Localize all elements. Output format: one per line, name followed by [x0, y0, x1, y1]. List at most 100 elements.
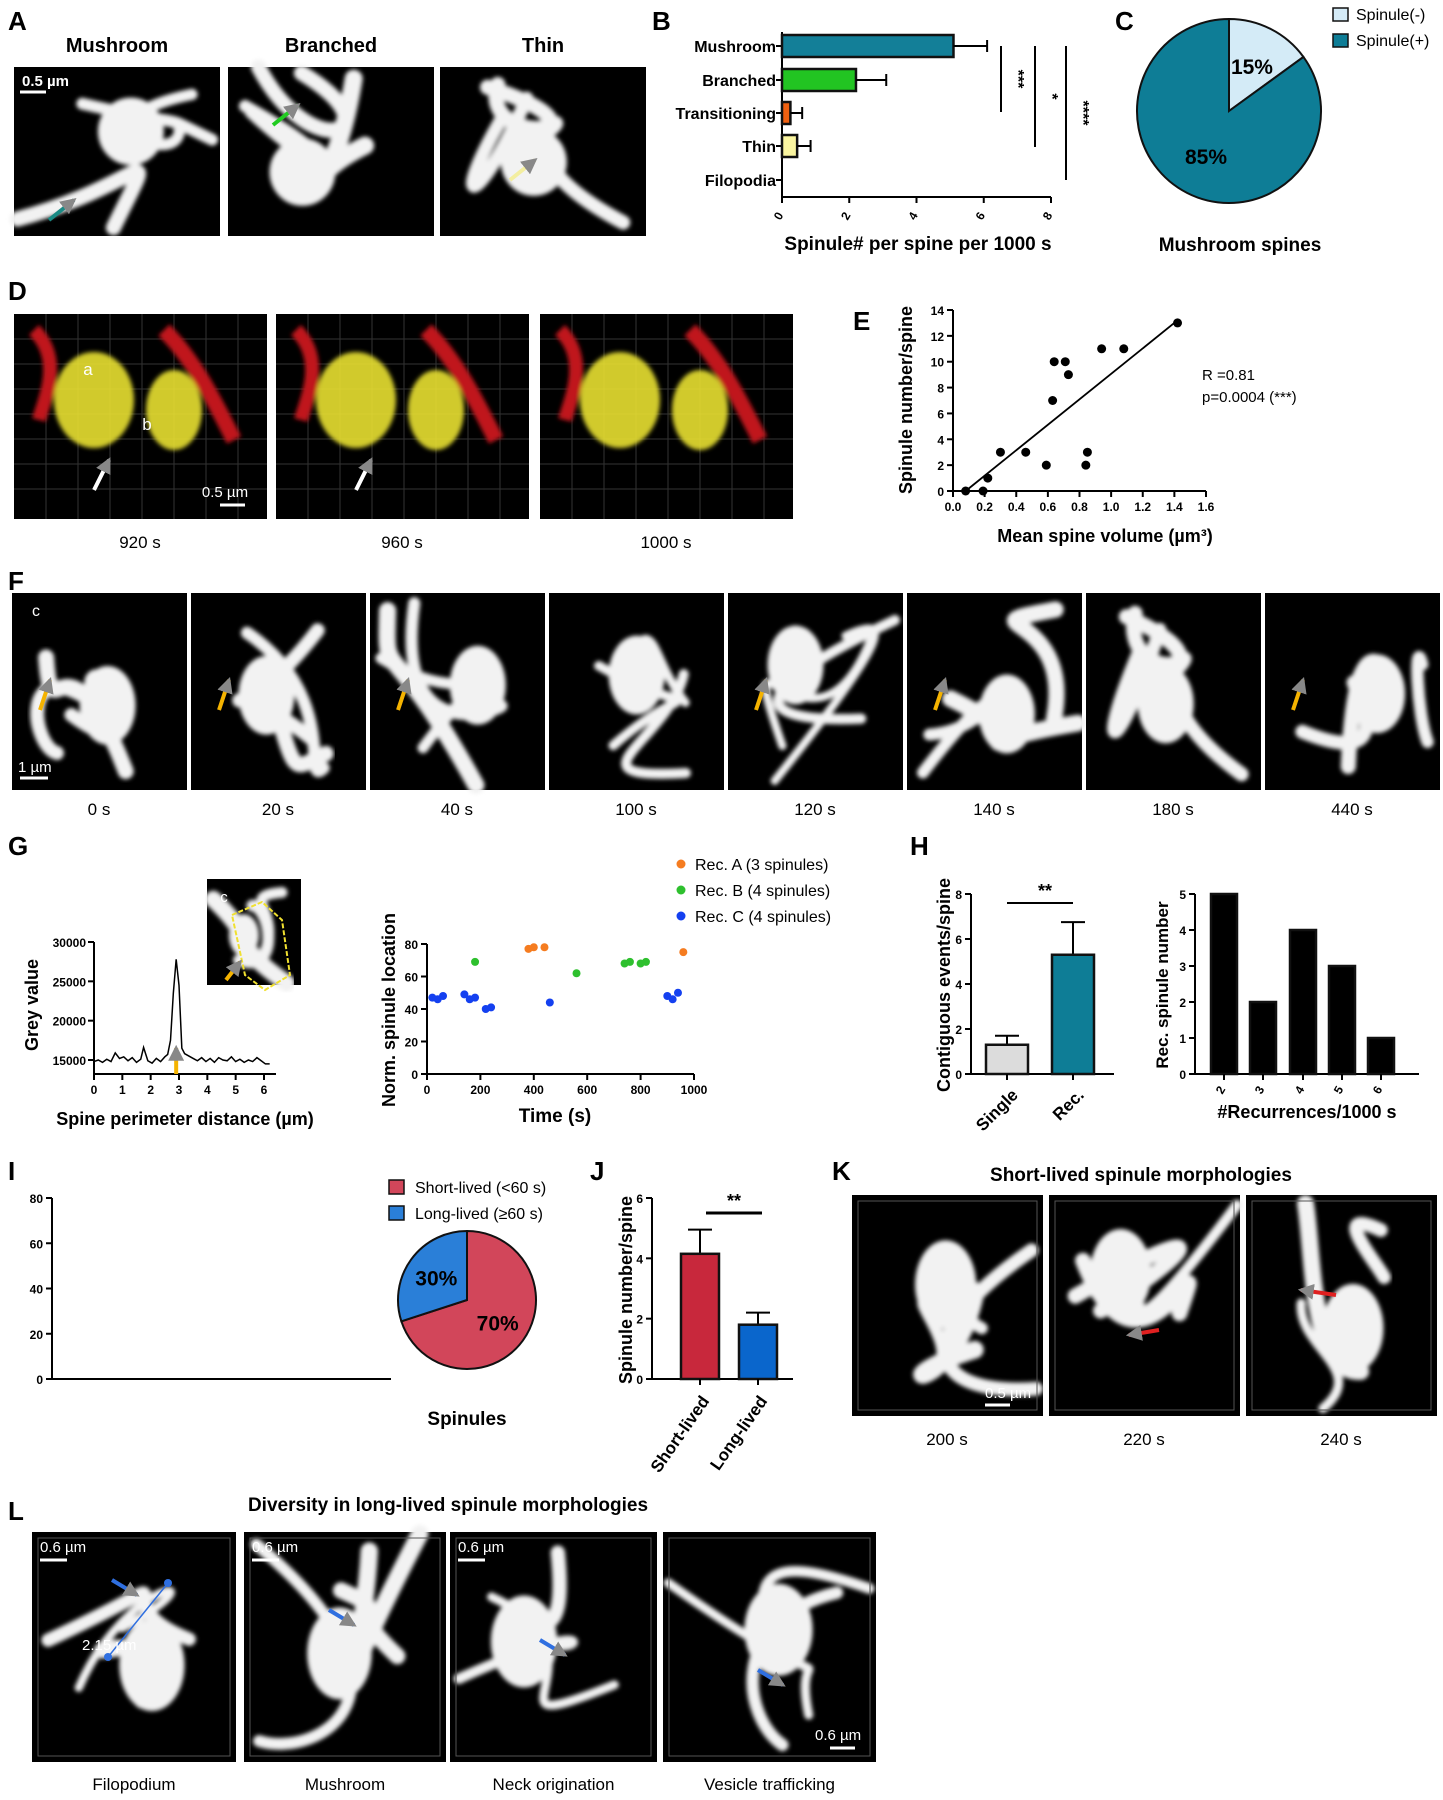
y-tick-label: 20 — [405, 1036, 419, 1050]
time-label: 0 s — [88, 800, 111, 819]
panel-title: Short-lived spinule morphologies — [990, 1165, 1292, 1186]
category-label: Long-lived — [706, 1392, 771, 1473]
time-label: 200 s — [926, 1430, 968, 1449]
y-tick-label: 30000 — [53, 936, 87, 950]
legend-label: Short-lived (<60 s) — [415, 1180, 546, 1197]
y-tick-label: 20 — [30, 1328, 44, 1342]
spine-label: a — [83, 360, 93, 379]
bar — [737, 1323, 779, 1381]
bar — [679, 1252, 721, 1381]
structure — [466, 76, 631, 230]
time-lapse-frame — [1265, 593, 1440, 790]
x-tick-label: 1.2 — [1134, 500, 1151, 514]
micrograph-filopodium — [32, 1532, 236, 1762]
x-tick-label: 1.4 — [1166, 500, 1183, 514]
3d-box — [857, 1200, 1038, 1411]
y-tick-label: 5 — [1179, 888, 1186, 902]
time-label: 180 s — [1152, 800, 1194, 819]
y-tick-label: 4 — [955, 978, 962, 992]
x-tick-label: 3 — [176, 1083, 183, 1097]
time-label: 140 s — [973, 800, 1015, 819]
3d-box — [249, 1537, 441, 1757]
structure — [1067, 1199, 1243, 1328]
y-tick-label: 2 — [1179, 996, 1186, 1010]
measurement-point — [164, 1579, 172, 1587]
pie-title: Mushroom spines — [1159, 235, 1322, 256]
data-point — [1063, 370, 1073, 380]
y-tick-label: 1 — [1179, 1032, 1186, 1046]
3d-box — [37, 1537, 231, 1757]
y-axis-label: Grey value — [22, 959, 42, 1051]
panel-letter: F — [8, 566, 24, 596]
arrow-icon — [47, 198, 77, 222]
arrow-icon — [508, 158, 538, 182]
time-label: 100 s — [615, 800, 657, 819]
y-tick-label: 2 — [937, 459, 944, 473]
x-tick-label: 6 — [261, 1083, 268, 1097]
y-tick-label: 4 — [937, 433, 944, 447]
bar — [780, 100, 792, 126]
arrow-icon — [1291, 676, 1307, 711]
x-tick-label: 400 — [524, 1083, 544, 1097]
scale-label: 0.6 µm — [815, 1727, 861, 1744]
y-axis-label: Spinule number/spine — [896, 306, 916, 494]
3d-box — [1054, 1200, 1235, 1411]
data-point — [995, 447, 1005, 457]
micrograph-mushroom — [244, 1525, 446, 1762]
y-tick-label: 0 — [636, 1373, 643, 1387]
y-tick-label: 0 — [411, 1068, 418, 1082]
data-point — [1021, 447, 1031, 457]
caption: Filopodium — [92, 1775, 175, 1794]
structure — [913, 1240, 1043, 1397]
pie-slice — [1136, 17, 1322, 204]
x-tick-label: 0 — [424, 1083, 431, 1097]
legend-marker — [676, 911, 686, 921]
x-tick-label: 1 — [119, 1083, 126, 1097]
x-tick-label: 0.0 — [945, 500, 962, 514]
category-label: Single — [972, 1085, 1022, 1135]
legend-label: Rec. A (3 spinules) — [695, 857, 828, 874]
structure — [1295, 651, 1434, 775]
micrograph-mushroom — [9, 67, 220, 236]
legend-label: Spinule(-) — [1356, 7, 1425, 24]
data-point — [625, 957, 634, 966]
significance-label: **** — [1074, 101, 1091, 127]
legend-swatch — [1332, 7, 1349, 22]
arrow-icon — [92, 457, 111, 491]
measurement-line — [107, 1582, 169, 1658]
caption: Vesicle trafficking — [704, 1775, 835, 1794]
y-tick-label: 8 — [955, 888, 962, 902]
time-label: 40 s — [441, 800, 473, 819]
category-label: Mushroom — [694, 39, 776, 56]
bar — [1050, 953, 1096, 1076]
spine-label: c — [220, 889, 228, 906]
x-tick-label: 2 — [147, 1083, 154, 1097]
x-axis-label: Spinule# per spine per 1000 s — [784, 234, 1051, 255]
y-tick-label: 10 — [931, 356, 945, 370]
panel-letter: J — [590, 1156, 604, 1186]
y-tick-label: 14 — [931, 304, 945, 318]
x-tick-label: 0.8 — [1071, 500, 1088, 514]
pie-slice — [400, 1229, 537, 1370]
measurement-label: 2.15 µm — [82, 1637, 137, 1654]
fit-line — [965, 319, 1179, 492]
arrow-icon — [110, 1578, 140, 1597]
arrow-icon — [933, 676, 949, 711]
3d-render-frame — [14, 314, 267, 519]
caption: Neck origination — [493, 1775, 615, 1794]
bar — [780, 67, 858, 93]
data-point — [545, 998, 554, 1007]
structure — [375, 597, 508, 794]
panel-letter: A — [8, 6, 27, 36]
legend-label: Spinule(+) — [1356, 33, 1429, 50]
profile-line — [93, 959, 270, 1065]
arrow-icon — [1125, 1325, 1160, 1341]
x-tick-label: 1.6 — [1198, 500, 1215, 514]
x-axis-label: Spine perimeter distance (µm) — [56, 1109, 313, 1129]
structure — [1296, 1195, 1391, 1413]
structure — [916, 601, 1087, 779]
time-lapse-frame — [549, 593, 724, 790]
data-point — [978, 486, 988, 496]
data-point — [1049, 357, 1059, 367]
y-tick-label: 0 — [937, 485, 944, 499]
